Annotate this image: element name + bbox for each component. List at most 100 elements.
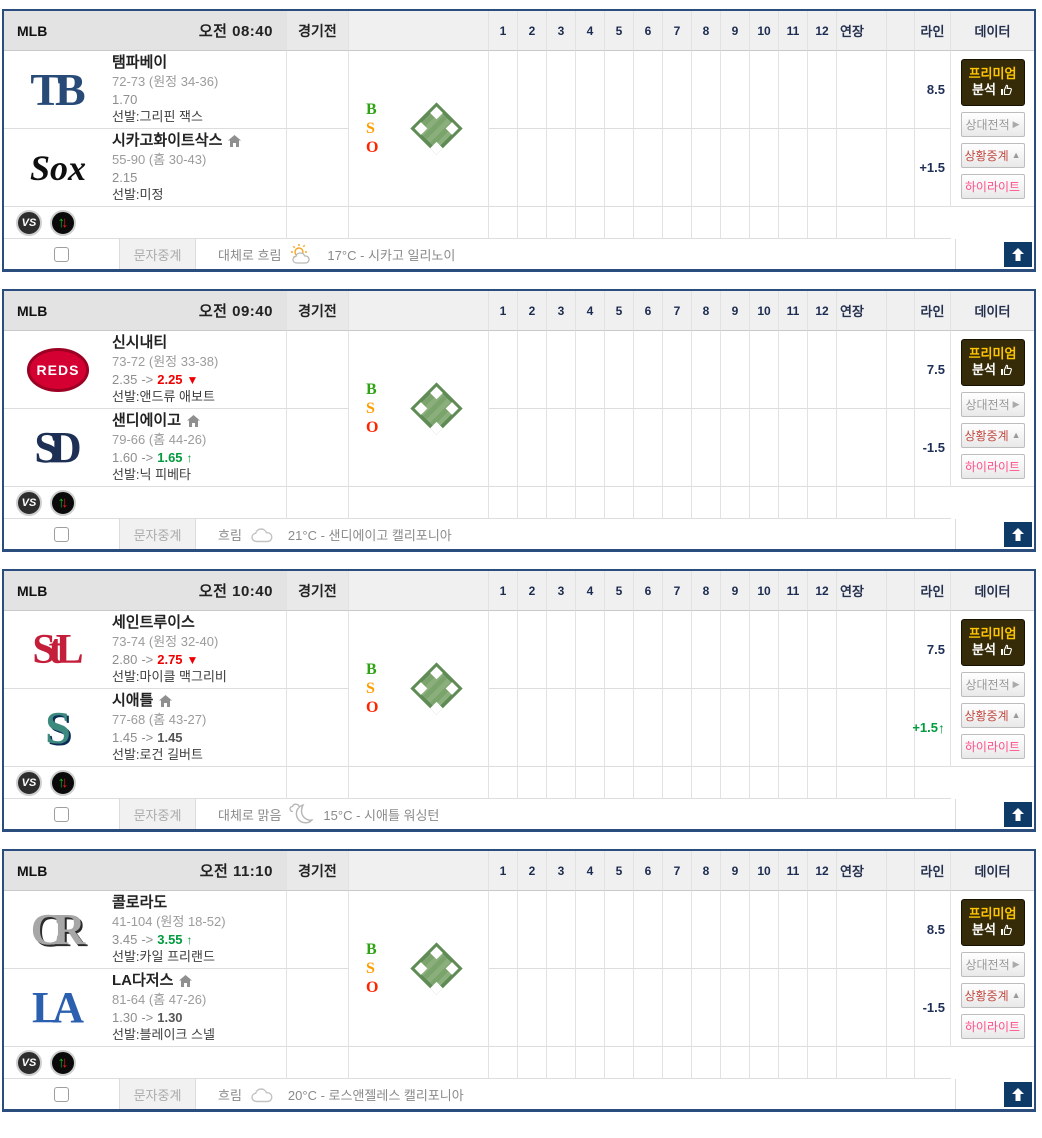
grid-cell bbox=[489, 487, 518, 519]
home-team-logo: SD bbox=[34, 422, 81, 472]
home-team-info: 시애틀 77-68 (홈 43-27) 1.45 -> 1.45 선발:로건 길… bbox=[112, 691, 206, 763]
inning-score-cell bbox=[634, 611, 663, 689]
live-text-button[interactable]: 상황중계 ▲ bbox=[960, 142, 1025, 168]
game-select-checkbox[interactable] bbox=[54, 806, 69, 822]
inning-score-cell bbox=[721, 409, 750, 487]
inning-score-cell bbox=[750, 891, 779, 969]
home-icon bbox=[159, 695, 173, 708]
home-line-value: -1.5 bbox=[922, 1000, 945, 1015]
bso-indicator: B S O bbox=[366, 101, 379, 156]
inning-header-3: 3 bbox=[547, 11, 576, 51]
inning-score-cell bbox=[779, 891, 808, 969]
inning-score-cell bbox=[692, 129, 721, 207]
inning-score-cell bbox=[808, 611, 837, 689]
thumbs-up-icon bbox=[1000, 84, 1012, 95]
live-text-button[interactable]: 상황중계 ▲ bbox=[960, 982, 1025, 1008]
head-to-head-button[interactable]: 상대전적 ▶ bbox=[960, 951, 1025, 977]
grid-cell bbox=[547, 767, 576, 799]
head-to-head-button[interactable]: 상대전적 ▶ bbox=[960, 671, 1025, 697]
data-buttons-cell: 프리미엄 분석 상대전적 ▶ 상황중계 ▲ 하이라이트 bbox=[951, 331, 1034, 487]
home-team-row: Sox 시카고화이트삭스 55-90 (홈 30-43) 2.15 선발:미정 bbox=[4, 129, 287, 207]
grid-cell bbox=[518, 207, 547, 239]
inning-score-cell bbox=[547, 129, 576, 207]
inning-score-cell bbox=[808, 969, 837, 1047]
line-trend-icon: ↑ bbox=[938, 719, 945, 736]
inning-header-9: 9 bbox=[721, 851, 750, 891]
grid-cell bbox=[287, 767, 349, 799]
inning-score-cell bbox=[634, 409, 663, 487]
live-text-button[interactable]: 상황중계 ▲ bbox=[960, 422, 1025, 448]
sms-broadcast-button[interactable]: 문자중계 bbox=[119, 799, 196, 829]
odds-old: 2.80 bbox=[112, 651, 138, 667]
odds-separator: -> bbox=[141, 651, 154, 667]
game-select-checkbox[interactable] bbox=[54, 246, 69, 262]
inning-score-cell bbox=[779, 409, 808, 487]
inning-score-cell bbox=[605, 689, 634, 767]
odds-updown-icon[interactable]: ↑ ↓ bbox=[50, 769, 76, 796]
premium-analysis-button[interactable]: 프리미엄 분석 bbox=[960, 618, 1025, 666]
odds-updown-icon[interactable]: ↑ ↓ bbox=[50, 1049, 76, 1076]
extra-inning-cell bbox=[837, 611, 887, 689]
odds-separator: -> bbox=[141, 371, 154, 387]
inning-score-cell bbox=[605, 331, 634, 409]
away-line-cell: 7.5 bbox=[915, 611, 951, 689]
head-to-head-button[interactable]: 상대전적 ▶ bbox=[960, 111, 1025, 137]
vs-icon[interactable]: VS bbox=[16, 489, 42, 516]
highlight-button[interactable]: 하이라이트 bbox=[960, 173, 1025, 199]
premium-analysis-button[interactable]: 프리미엄 분석 bbox=[960, 58, 1025, 106]
inning-score-cell bbox=[489, 611, 518, 689]
game-select-checkbox[interactable] bbox=[54, 1086, 69, 1102]
league-label: MLB bbox=[17, 22, 48, 39]
scroll-top-button[interactable] bbox=[1004, 241, 1032, 267]
inning-header-11: 11 bbox=[779, 571, 808, 611]
home-icon bbox=[228, 135, 242, 148]
home-line-cell: -1.5 bbox=[915, 409, 951, 487]
grid-cell bbox=[287, 689, 349, 767]
inning-score-cell bbox=[547, 891, 576, 969]
inning-score-cell bbox=[692, 969, 721, 1047]
odds-updown-icon[interactable]: ↑ ↓ bbox=[50, 209, 76, 236]
inning-score-cell bbox=[518, 689, 547, 767]
sms-broadcast-button[interactable]: 문자중계 bbox=[119, 239, 196, 269]
game-card: MLB 오전 10:40 경기전 1 2 3 4 5 6 7 8 9 10 11… bbox=[2, 569, 1036, 832]
grid-cell bbox=[692, 1047, 721, 1079]
grid-cell bbox=[547, 487, 576, 519]
grid-cell bbox=[692, 207, 721, 239]
scroll-top-button[interactable] bbox=[1004, 1081, 1032, 1107]
inning-score-cell bbox=[518, 51, 547, 129]
inning-header-9: 9 bbox=[721, 11, 750, 51]
line-header: 라인 bbox=[915, 291, 951, 331]
highlight-button[interactable]: 하이라이트 bbox=[960, 1013, 1025, 1039]
sms-broadcast-button[interactable]: 문자중계 bbox=[119, 1079, 196, 1109]
game-card: MLB 오전 08:40 경기전 1 2 3 4 5 6 7 8 9 10 11… bbox=[2, 9, 1036, 272]
premium-analysis-button[interactable]: 프리미엄 분석 bbox=[960, 898, 1025, 946]
scroll-top-button[interactable] bbox=[1004, 521, 1032, 547]
footer-right-segment bbox=[955, 1079, 1034, 1109]
highlight-button[interactable]: 하이라이트 bbox=[960, 453, 1025, 479]
inning-score-cell bbox=[489, 689, 518, 767]
scroll-top-button[interactable] bbox=[1004, 801, 1032, 827]
inning-score-cell bbox=[692, 891, 721, 969]
away-team-odds: 2.80 -> 2.75 ▼ bbox=[112, 651, 227, 668]
inning-header-1: 1 bbox=[489, 11, 518, 51]
premium-analysis-button[interactable]: 프리미엄 분석 bbox=[960, 338, 1025, 386]
inning-header-6: 6 bbox=[634, 11, 663, 51]
vs-icon[interactable]: VS bbox=[16, 1049, 42, 1076]
live-text-button[interactable]: 상황중계 ▲ bbox=[960, 702, 1025, 728]
away-team-record: 73-74 (원정 32-40) bbox=[112, 634, 219, 650]
odds-updown-icon[interactable]: ↑ ↓ bbox=[50, 489, 76, 516]
highlight-button[interactable]: 하이라이트 bbox=[960, 733, 1025, 759]
game-select-checkbox[interactable] bbox=[54, 526, 69, 542]
home-team-info: 시카고화이트삭스 55-90 (홈 30-43) 2.15 선발:미정 bbox=[112, 131, 242, 203]
head-to-head-button[interactable]: 상대전적 ▶ bbox=[960, 391, 1025, 417]
inning-header-11: 11 bbox=[779, 291, 808, 331]
inning-score-cell bbox=[489, 891, 518, 969]
inning-header-10: 10 bbox=[750, 571, 779, 611]
home-team-record: 77-68 (홈 43-27) bbox=[112, 712, 207, 728]
extra-inning-cell bbox=[837, 891, 887, 969]
sms-broadcast-button[interactable]: 문자중계 bbox=[119, 519, 196, 549]
vs-icon[interactable]: VS bbox=[16, 769, 42, 796]
grid-cell bbox=[779, 767, 808, 799]
inning-score-cell bbox=[808, 129, 837, 207]
vs-icon[interactable]: VS bbox=[16, 209, 42, 236]
